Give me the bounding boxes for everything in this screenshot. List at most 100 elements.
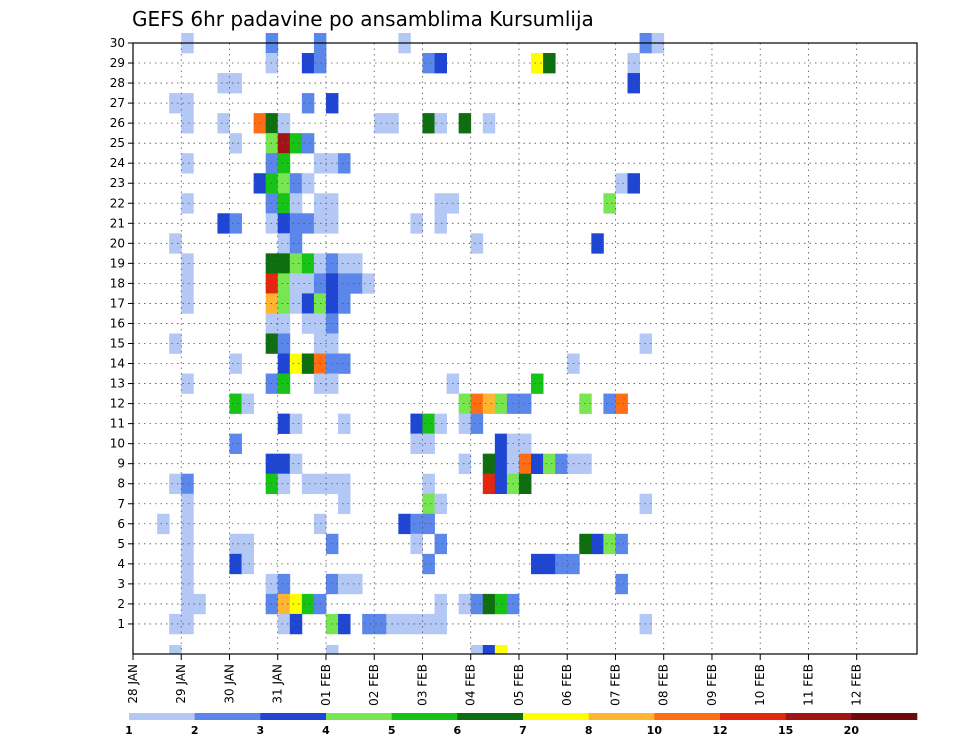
y-tick-label: 27: [110, 96, 125, 110]
heatmap-cell: [169, 333, 182, 354]
colorbar-swatch: [654, 713, 721, 720]
heatmap-cell: [410, 213, 423, 234]
y-tick-label: 6: [117, 517, 125, 531]
heatmap-cell: [181, 293, 194, 314]
heatmap-cell: [229, 213, 242, 234]
heatmap-cell: [362, 613, 375, 635]
heatmap-cell: [434, 113, 447, 134]
heatmap-cell: [301, 213, 315, 234]
heatmap-cell: [591, 533, 604, 555]
heatmap-cell: [458, 393, 472, 414]
heatmap-cell: [181, 373, 194, 394]
heatmap-cell: [181, 573, 194, 595]
heatmap-cell: [338, 153, 351, 174]
heatmap-cell: [181, 613, 194, 635]
heatmap-cell: [181, 253, 194, 274]
colorbar-label: 8: [585, 724, 593, 737]
heatmap-cell: [591, 233, 604, 254]
x-tick-label: 01 FEB: [319, 664, 333, 706]
y-tick-label: 15: [110, 336, 125, 350]
heatmap-cell: [277, 593, 291, 615]
heatmap-cell: [518, 433, 532, 454]
x-tick-label: 09 FEB: [705, 664, 719, 706]
plot-frame: [132, 42, 918, 655]
heatmap-cell: [518, 473, 532, 495]
heatmap-cell: [579, 453, 592, 474]
heatmap-cell: [169, 613, 182, 635]
heatmap-cell: [289, 453, 303, 474]
x-tick-label: 30 JAN: [222, 664, 236, 704]
heatmap-cell: [470, 413, 484, 434]
heatmap-cell: [482, 393, 496, 414]
heatmap-cell: [531, 453, 544, 474]
heatmap-cell: [543, 453, 556, 474]
heatmap-cell: [277, 313, 291, 334]
y-tick-label: 24: [110, 156, 125, 170]
y-tick-label: 19: [110, 256, 125, 270]
heatmap-cell: [434, 413, 447, 434]
heatmap-cell: [301, 313, 315, 334]
y-tick-label: 20: [110, 236, 125, 250]
heatmap-cell: [229, 73, 242, 94]
y-tick-label: 23: [110, 176, 125, 190]
heatmap-cell: [338, 253, 351, 274]
heatmap-cell: [181, 153, 194, 174]
heatmap-cell: [338, 573, 351, 595]
heatmap-cell: [289, 213, 303, 234]
heatmap-cell: [181, 533, 194, 555]
heatmap-cell: [289, 233, 303, 254]
heatmap-cell: [410, 513, 423, 535]
x-tick-label: 07 FEB: [608, 664, 622, 706]
heatmap-cell: [277, 253, 291, 274]
x-tick-label: 03 FEB: [415, 664, 429, 706]
heatmap-cell: [181, 113, 194, 134]
x-tick-label: 31 JAN: [271, 664, 285, 704]
heatmap-cell: [494, 453, 508, 474]
heatmap-cell: [241, 533, 255, 555]
heatmap-cell: [555, 453, 568, 474]
heatmap-cell: [350, 573, 363, 595]
y-tick-label: 11: [110, 417, 125, 431]
y-tick-label: 21: [110, 216, 125, 230]
x-tick-label: 02 FEB: [367, 664, 381, 706]
x-tick-label: 10 FEB: [753, 664, 767, 706]
heatmap-cell: [603, 193, 616, 214]
x-tick-label: 05 FEB: [512, 664, 526, 706]
y-tick-label: 10: [110, 437, 125, 451]
y-tick-label: 8: [117, 477, 125, 491]
y-tick-label: 26: [110, 116, 125, 130]
heatmap-cell: [434, 193, 447, 214]
y-tick-label: 22: [110, 196, 125, 210]
heatmap-cell: [169, 644, 182, 655]
heatmap-cell: [518, 453, 532, 474]
colorbar-swatch: [785, 713, 852, 720]
colorbar-label: 7: [519, 724, 527, 737]
colorbar-swatch: [523, 713, 589, 720]
x-tick-label: 06 FEB: [560, 664, 574, 706]
heatmap-cell: [350, 253, 363, 274]
colorbar-label: 5: [388, 724, 396, 737]
heatmap-cell: [277, 293, 291, 314]
heatmap-cell: [277, 473, 291, 495]
heatmap-cell: [277, 133, 291, 154]
heatmap-cell: [229, 553, 242, 575]
heatmap-cell: [289, 293, 303, 314]
heatmap-cell: [338, 353, 351, 374]
heatmap-cell: [325, 644, 339, 655]
heatmap-cell: [434, 533, 447, 555]
heatmap-cell: [277, 113, 291, 134]
heatmap-cell: [494, 393, 508, 414]
heatmap-cell: [458, 593, 472, 615]
y-tick-label: 25: [110, 136, 125, 150]
heatmap-cell: [458, 453, 472, 474]
heatmap-cell: [410, 433, 423, 454]
heatmap-cell: [181, 273, 194, 294]
heatmap-cell: [470, 393, 484, 414]
heatmap-cell: [301, 353, 315, 374]
colorbar-swatch: [260, 713, 327, 720]
heatmap-cell: [277, 153, 291, 174]
heatmap-cell: [338, 613, 351, 635]
heatmap-cell: [289, 253, 303, 274]
y-tick-label: 29: [110, 56, 125, 70]
chart-title: GEFS 6hr padavine po ansamblima Kursumli…: [132, 7, 594, 31]
